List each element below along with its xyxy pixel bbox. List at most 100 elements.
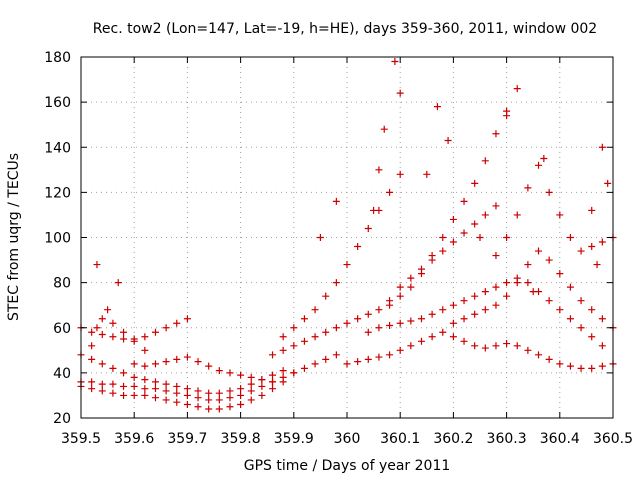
data-point [183,353,191,361]
x-axis-label: GPS time / Days of year 2011 [244,458,451,474]
data-point [481,157,489,165]
data-point [460,337,468,345]
x-tick-label: 359.5 [61,431,101,447]
data-point [481,306,489,314]
data-point [151,394,159,402]
data-point [604,179,612,187]
data-point [162,387,170,395]
data-point [471,292,479,300]
data-point [503,279,511,287]
data-point [566,362,574,370]
data-point [380,125,388,133]
data-point [120,328,128,336]
data-point [492,301,500,309]
data-point [88,385,96,393]
data-point [513,211,521,219]
data-point [130,360,138,368]
data-point [513,279,521,287]
data-point [130,373,138,381]
data-point [481,211,489,219]
data-point [109,389,117,397]
data-point [226,403,234,411]
data-point [237,400,245,408]
data-point [545,188,553,196]
data-point [556,211,564,219]
data-point [545,355,553,363]
data-point [556,360,564,368]
data-point [449,333,457,341]
data-point [215,367,223,375]
data-point [354,243,362,251]
data-point [540,155,548,163]
data-point [444,136,452,144]
data-point [588,333,596,341]
data-point [173,319,181,327]
data-point [598,238,606,246]
data-point [130,391,138,399]
data-point [215,396,223,404]
data-point [300,315,308,323]
y-tick-label: 20 [53,411,71,427]
data-point [439,247,447,255]
y-tick-label: 140 [44,140,71,156]
data-point [141,385,149,393]
x-tick-label: 359.7 [167,431,207,447]
x-tick-label: 359.8 [221,431,261,447]
data-point [428,333,436,341]
data-point [386,188,394,196]
data-point [162,324,170,332]
data-point [428,252,436,260]
data-point [439,328,447,336]
data-point [577,247,585,255]
data-point [598,342,606,350]
data-point [332,197,340,205]
data-point [460,297,468,305]
data-point [226,369,234,377]
data-point [386,351,394,359]
data-point [269,371,277,379]
x-tick-label: 359.9 [274,431,314,447]
data-point [396,170,404,178]
data-point [322,292,330,300]
data-point [183,400,191,408]
data-point [524,346,532,354]
data-point [93,261,101,269]
data-point [598,315,606,323]
grid-lines [81,57,613,418]
data-point [588,306,596,314]
data-point [449,238,457,246]
data-point [279,333,287,341]
data-point [162,358,170,366]
data-point [279,367,287,375]
data-point [449,301,457,309]
data-point [503,340,511,348]
data-point [290,342,298,350]
data-point [375,324,383,332]
data-point [300,364,308,372]
data-point [258,376,266,384]
x-tick-labels: 359.5 359.6 359.7 359.8 359.9 360 360.1 360.2 36… [61,431,633,447]
data-point [492,202,500,210]
data-point [588,206,596,214]
data-point [556,270,564,278]
data-point [93,324,101,332]
x-tick-label: 359.6 [114,431,154,447]
data-point [364,328,372,336]
data-point [364,310,372,318]
data-point [577,324,585,332]
data-point [566,315,574,323]
data-point [269,378,277,386]
data-points [77,58,617,413]
data-point [237,385,245,393]
data-point [492,342,500,350]
data-point [205,389,213,397]
data-point [120,369,128,377]
y-tick-label: 60 [53,321,71,337]
data-point [524,261,532,269]
data-point [151,378,159,386]
data-point [407,274,415,282]
data-point [98,387,106,395]
data-point [173,389,181,397]
data-point [354,358,362,366]
data-point [566,234,574,241]
